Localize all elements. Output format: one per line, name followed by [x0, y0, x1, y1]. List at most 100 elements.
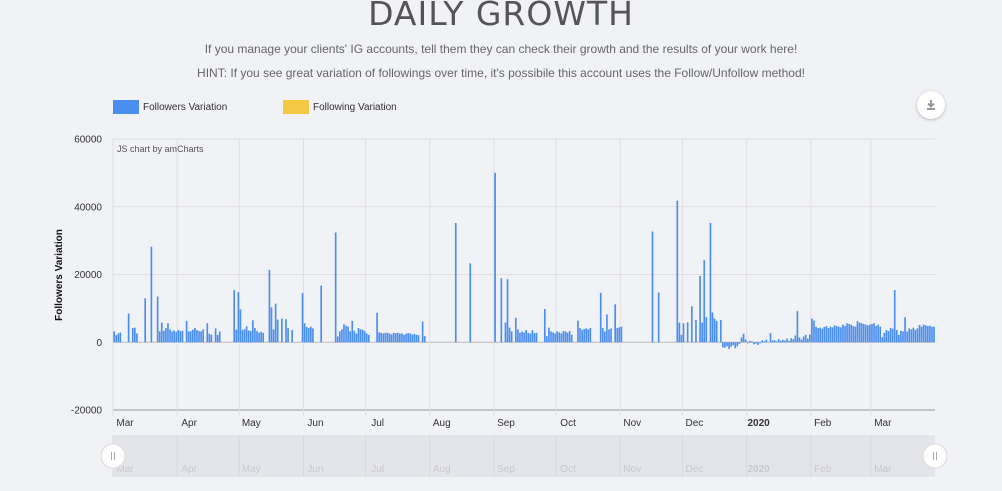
bar [827, 328, 830, 343]
scrollbar-axis: Mar Apr May Jun Jul Aug Sep Oct Nov Dec 2020 Feb Mar [112, 435, 892, 477]
bar [115, 335, 118, 343]
bar [380, 332, 383, 343]
bar [548, 327, 550, 343]
bar [585, 328, 588, 343]
bar [742, 333, 745, 343]
bar [610, 328, 612, 343]
bar [208, 333, 211, 343]
x-tick-label: Aug [433, 418, 451, 429]
bar [291, 330, 294, 343]
bar [235, 329, 238, 343]
bar [933, 326, 935, 343]
legend-swatch-followers [113, 100, 139, 114]
bar [875, 325, 877, 343]
bar [388, 333, 391, 343]
scrollbar-track[interactable] [113, 435, 935, 477]
bar [405, 333, 407, 343]
bar [746, 342, 749, 344]
bar [351, 320, 354, 343]
x-axis: Mar Apr May Jun Jul Aug Sep Oct Nov Dec 2020 Feb Mar [116, 418, 892, 429]
bar [579, 328, 581, 343]
bar [165, 328, 167, 343]
bar [256, 331, 258, 343]
bar [732, 342, 735, 346]
bar [858, 322, 861, 343]
bar [722, 342, 724, 348]
bar [131, 328, 134, 343]
bar [382, 333, 385, 343]
bar [898, 334, 900, 343]
bar [850, 324, 853, 343]
scrollbar-handle-right[interactable] [922, 443, 948, 469]
bar [854, 326, 857, 343]
y-tick-label: 60000 [74, 135, 102, 146]
bar [353, 330, 356, 343]
bar [866, 325, 869, 343]
scrollbar-handle-left[interactable] [100, 443, 126, 469]
bar [893, 290, 896, 343]
x-tick-label: Feb [814, 418, 832, 429]
bar [800, 339, 803, 343]
bar [268, 269, 271, 343]
bar [312, 328, 314, 343]
bar [233, 290, 236, 343]
bar [811, 318, 813, 343]
bar [566, 332, 569, 343]
scrollbar[interactable]: Mar Apr May Jun Jul Aug Sep Oct Nov Dec 2020 Feb Mar [112, 435, 935, 477]
bar [365, 333, 368, 343]
page-title: DAILY GROWTH [368, 0, 634, 33]
bar [558, 332, 561, 343]
bar [736, 342, 739, 347]
bar [134, 327, 136, 343]
bar [552, 332, 554, 343]
bar [169, 329, 171, 343]
bar [189, 331, 192, 343]
scrollbar-tick-label: Mar [116, 464, 134, 475]
bar [305, 327, 308, 343]
bar [784, 340, 786, 343]
bar [773, 340, 776, 343]
bar [860, 323, 863, 343]
bar [678, 322, 681, 343]
bar [454, 223, 457, 343]
bar [162, 330, 165, 343]
bar [521, 331, 523, 343]
x-tick-label: Nov [623, 418, 641, 429]
scrollbar-tick-label: Jun [307, 464, 323, 475]
bar [241, 330, 244, 343]
bar [864, 324, 867, 343]
bar [817, 328, 819, 343]
bar [883, 332, 886, 343]
bar [916, 328, 919, 343]
legend-item-followers[interactable]: Followers Variation [113, 100, 227, 114]
bar [177, 330, 180, 343]
legend-item-following[interactable]: Following Variation [283, 100, 397, 114]
scrollbar-tick-label: Feb [814, 464, 832, 475]
bar [788, 340, 790, 343]
bar [715, 320, 718, 343]
bar [494, 172, 496, 343]
grid-lines [112, 138, 935, 416]
bar [695, 319, 697, 343]
bar [844, 325, 846, 343]
x-tick-label: Jul [371, 418, 384, 429]
scrollbar-tick-label: Apr [181, 464, 197, 475]
bar [881, 337, 884, 343]
bar [181, 330, 184, 343]
bar [113, 331, 115, 343]
bar [757, 342, 759, 345]
bar [842, 324, 844, 343]
bar [560, 333, 563, 343]
bar [769, 333, 772, 343]
bar [837, 326, 840, 343]
bar [852, 325, 855, 343]
bar [206, 323, 209, 343]
bar [862, 323, 865, 343]
bar [744, 339, 747, 343]
bar [158, 331, 161, 343]
export-button[interactable] [917, 91, 945, 119]
bar [740, 337, 743, 343]
bar [527, 332, 530, 343]
bar [218, 331, 221, 343]
bar [194, 328, 196, 343]
